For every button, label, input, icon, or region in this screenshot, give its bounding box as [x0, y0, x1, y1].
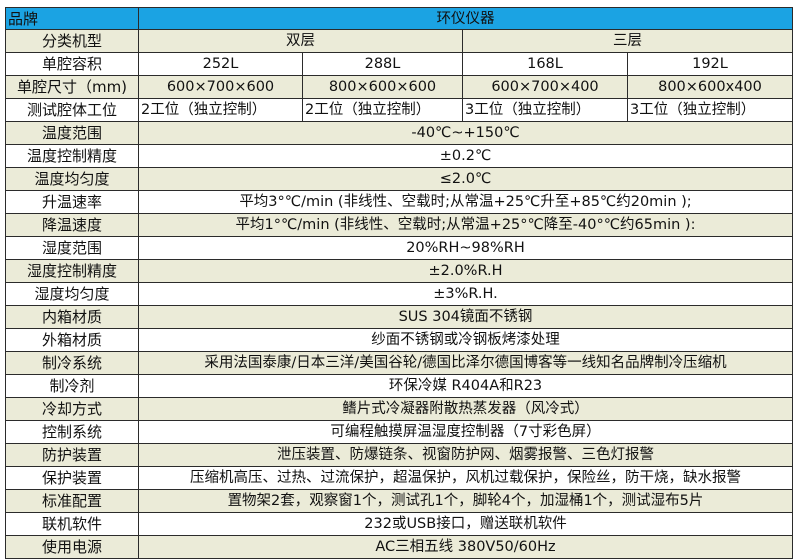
spec-value: 平均3°℃/min (非线性、空载时;从常温+25℃升至+85℃约20min )…: [138, 190, 793, 214]
spec-row: 温度范围 -40℃~+150℃: [5, 121, 793, 145]
spec-row: 温度控制精度 ±0.2℃: [5, 144, 793, 168]
size-value: 800×600×600: [302, 75, 463, 99]
spec-row: 温度均匀度 ≤2.0℃: [5, 167, 793, 191]
spec-label: 控制系统: [5, 420, 139, 444]
spec-label: 防护装置: [5, 443, 139, 467]
spec-value: 置物架2套，观察窗1个，测试孔1个，脚轮4个，加湿桶1个，测试湿布5片: [138, 489, 793, 513]
spec-value: ±0.2℃: [138, 144, 793, 168]
spec-value: 可编程触摸屏温湿度控制器（7寸彩色屏）: [138, 420, 793, 444]
spec-value: 鳍片式冷凝器附散热蒸发器（风冷式）: [138, 397, 793, 421]
spec-row: 湿度范围 20%RH~98%RH: [5, 236, 793, 260]
spec-label: 制冷系统: [5, 351, 139, 375]
spec-row: 保护装置 压缩机高压、过热、过流保护，超温保护，风机过载保护，保险丝，防干烧，缺水…: [5, 466, 793, 490]
spec-value: SUS 304镜面不锈钢: [138, 305, 793, 329]
spec-label: 湿度均匀度: [5, 282, 139, 306]
spec-label: 湿度范围: [5, 236, 139, 260]
spec-row: 制冷系统 采用法国泰康/日本三洋/美国谷轮/德国比泽尔德国博客等一线知名品牌制冷压…: [5, 351, 793, 375]
volume-value: 192L: [627, 52, 793, 76]
spec-value: 20%RH~98%RH: [138, 236, 793, 260]
spec-label: 温度范围: [5, 121, 139, 145]
spec-value: 压缩机高压、过热、过流保护，超温保护，风机过载保护，保险丝，防干烧，缺水报警: [138, 466, 793, 490]
model-type-row: 分类机型 双层 三层: [5, 29, 793, 53]
spec-value: 泄压装置、防爆链条、视窗防护网、烟雾报警、三色灯报警: [138, 443, 793, 467]
spec-row: 冷却方式 鳍片式冷凝器附散热蒸发器（风冷式）: [5, 397, 793, 421]
size-value: 600×700×600: [138, 75, 303, 99]
spec-value: -40℃~+150℃: [138, 121, 793, 145]
volume-value: 288L: [302, 52, 463, 76]
spec-label: 使用电源: [5, 535, 139, 559]
model-type-double: 双层: [138, 29, 463, 53]
size-row: 单腔尺寸（mm) 600×700×600 800×600×600 600×700…: [5, 75, 793, 99]
spec-row: 标准配置 置物架2套，观察窗1个，测试孔1个，脚轮4个，加湿桶1个，测试湿布5片: [5, 489, 793, 513]
spec-row: 联机软件 232或USB接口，赠送联机软件: [5, 512, 793, 536]
volume-value: 168L: [462, 52, 628, 76]
spec-label: 升温速率: [5, 190, 139, 214]
size-value: 800×600x400: [627, 75, 793, 99]
volume-value: 252L: [138, 52, 303, 76]
size-label: 单腔尺寸（mm): [5, 75, 139, 99]
spec-row: 防护装置 泄压装置、防爆链条、视窗防护网、烟雾报警、三色灯报警: [5, 443, 793, 467]
brand-value: 环仪仪器: [138, 7, 793, 30]
volume-row: 单腔容积 252L 288L 168L 192L: [5, 52, 793, 76]
spec-value: 232或USB接口，赠送联机软件: [138, 512, 793, 536]
spec-value: 采用法国泰康/日本三洋/美国谷轮/德国比泽尔德国博客等一线知名品牌制冷压缩机: [138, 351, 793, 375]
spec-value: ≤2.0℃: [138, 167, 793, 191]
spec-row: 内箱材质 SUS 304镜面不锈钢: [5, 305, 793, 329]
spec-row: 使用电源 AC三相五线 380V50/60Hz: [5, 535, 793, 559]
model-type-label: 分类机型: [5, 29, 139, 53]
size-value: 600×700×400: [462, 75, 628, 99]
spec-table: 品牌 环仪仪器 分类机型 双层 三层 单腔容积 252L 288L 168L 1…: [5, 7, 793, 559]
spec-label: 联机软件: [5, 512, 139, 536]
spec-row: 降温速度 平均1°℃/min (非线性、空载时;从常温+25°℃降至-40°℃约6…: [5, 213, 793, 237]
stations-value: 2工位（独立控制）: [138, 98, 303, 122]
spec-value: 环保冷媒 R404A和R23: [138, 374, 793, 398]
stations-row: 测试腔体工位 2工位（独立控制） 2工位（独立控制） 3工位（独立控制） 3工位…: [5, 98, 793, 122]
spec-row: 湿度均匀度 ±3%R.H.: [5, 282, 793, 306]
brand-row: 品牌 环仪仪器: [5, 7, 793, 30]
spec-value: AC三相五线 380V50/60Hz: [138, 535, 793, 559]
model-type-triple: 三层: [462, 29, 793, 53]
brand-label: 品牌: [5, 7, 139, 30]
spec-label: 标准配置: [5, 489, 139, 513]
spec-value: ±2.0%R.H: [138, 259, 793, 283]
stations-value: 3工位（独立控制）: [627, 98, 793, 122]
spec-label: 湿度控制精度: [5, 259, 139, 283]
spec-label: 温度控制精度: [5, 144, 139, 168]
spec-label: 外箱材质: [5, 328, 139, 352]
spec-label: 降温速度: [5, 213, 139, 237]
stations-value: 3工位（独立控制）: [462, 98, 628, 122]
stations-value: 2工位（独立控制）: [302, 98, 463, 122]
spec-label: 保护装置: [5, 466, 139, 490]
spec-value: 纱面不锈钢或冷钢板烤漆处理: [138, 328, 793, 352]
spec-value: 平均1°℃/min (非线性、空载时;从常温+25°℃降至-40°℃约65min…: [138, 213, 793, 237]
spec-label: 制冷剂: [5, 374, 139, 398]
volume-label: 单腔容积: [5, 52, 139, 76]
stations-label: 测试腔体工位: [5, 98, 139, 122]
spec-row: 外箱材质 纱面不锈钢或冷钢板烤漆处理: [5, 328, 793, 352]
spec-row: 湿度控制精度 ±2.0%R.H: [5, 259, 793, 283]
spec-row: 制冷剂 环保冷媒 R404A和R23: [5, 374, 793, 398]
spec-label: 内箱材质: [5, 305, 139, 329]
spec-label: 冷却方式: [5, 397, 139, 421]
spec-row: 升温速率 平均3°℃/min (非线性、空载时;从常温+25℃升至+85℃约20m…: [5, 190, 793, 214]
spec-row: 控制系统 可编程触摸屏温湿度控制器（7寸彩色屏）: [5, 420, 793, 444]
spec-value: ±3%R.H.: [138, 282, 793, 306]
spec-label: 温度均匀度: [5, 167, 139, 191]
